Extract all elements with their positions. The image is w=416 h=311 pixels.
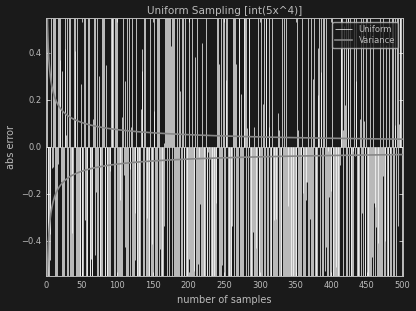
Title: Uniform Sampling [int(5x^4)]: Uniform Sampling [int(5x^4)] (147, 6, 302, 16)
X-axis label: number of samples: number of samples (177, 295, 272, 305)
Variance (237, 135, 242, 138)
Line: Variance: Variance (47, 0, 403, 139)
Variance (391, 137, 396, 141)
Variance (215, 134, 220, 138)
Y-axis label: abs error: abs error (5, 125, 15, 169)
Legend: Uniform, Variance: Uniform, Variance (332, 22, 399, 48)
Variance (400, 137, 405, 141)
Variance (256, 135, 261, 139)
Variance (336, 137, 341, 140)
Variance (213, 134, 218, 137)
